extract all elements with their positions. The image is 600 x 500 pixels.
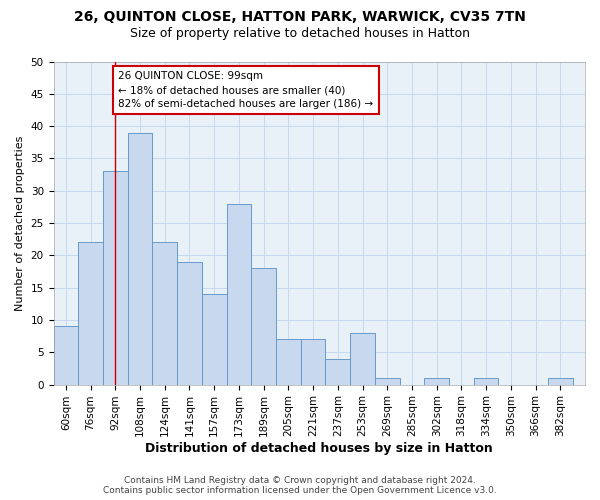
Bar bbox=[375, 378, 400, 384]
Bar bbox=[251, 268, 276, 384]
Text: Contains HM Land Registry data © Crown copyright and database right 2024.
Contai: Contains HM Land Registry data © Crown c… bbox=[103, 476, 497, 495]
Bar bbox=[276, 340, 301, 384]
X-axis label: Distribution of detached houses by size in Hatton: Distribution of detached houses by size … bbox=[145, 442, 493, 455]
Bar bbox=[325, 358, 350, 384]
Bar bbox=[227, 204, 251, 384]
Text: 26 QUINTON CLOSE: 99sqm
← 18% of detached houses are smaller (40)
82% of semi-de: 26 QUINTON CLOSE: 99sqm ← 18% of detache… bbox=[118, 71, 374, 109]
Text: 26, QUINTON CLOSE, HATTON PARK, WARWICK, CV35 7TN: 26, QUINTON CLOSE, HATTON PARK, WARWICK,… bbox=[74, 10, 526, 24]
Y-axis label: Number of detached properties: Number of detached properties bbox=[15, 136, 25, 310]
Bar bbox=[177, 262, 202, 384]
Bar bbox=[53, 326, 78, 384]
Bar bbox=[103, 172, 128, 384]
Bar bbox=[152, 242, 177, 384]
Bar bbox=[350, 333, 375, 384]
Bar bbox=[78, 242, 103, 384]
Text: Size of property relative to detached houses in Hatton: Size of property relative to detached ho… bbox=[130, 28, 470, 40]
Bar bbox=[202, 294, 227, 384]
Bar bbox=[424, 378, 449, 384]
Bar bbox=[128, 132, 152, 384]
Bar bbox=[474, 378, 499, 384]
Bar bbox=[548, 378, 572, 384]
Bar bbox=[301, 340, 325, 384]
